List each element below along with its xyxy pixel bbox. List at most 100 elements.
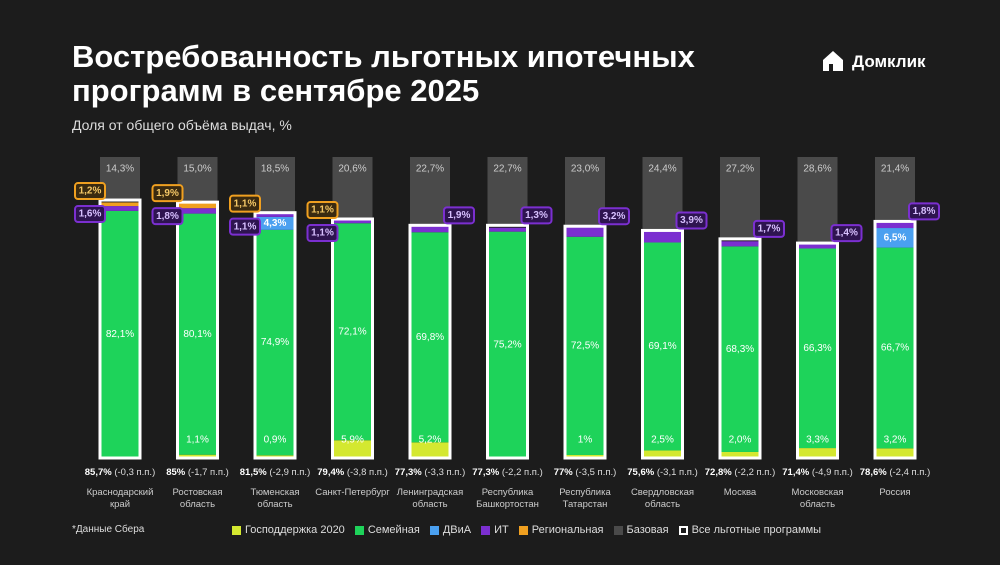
logo-icon <box>823 51 843 71</box>
total-outline <box>873 219 917 460</box>
total-label: 71,4% (-4,9 п.п.) <box>768 467 868 478</box>
bar-segment <box>177 213 218 455</box>
category-label: Свердловская область <box>630 487 695 510</box>
legend-item: Базовая <box>613 524 669 536</box>
bar-segment <box>720 241 760 247</box>
total-outline <box>253 211 297 460</box>
value-label: 75,2% <box>493 339 521 350</box>
total-change: (-2,2 п.п.) <box>501 467 543 478</box>
bar-segment <box>177 208 218 214</box>
category-label: Тюменская область <box>250 487 300 510</box>
total-change: (-3,5 п.п.) <box>575 467 617 478</box>
callout-box <box>229 217 261 236</box>
callout-box <box>675 211 708 230</box>
base-bar <box>255 157 295 213</box>
total-value: 72,8% <box>704 467 732 478</box>
total-outline <box>176 200 219 460</box>
base-bar <box>332 157 373 220</box>
bar-segment <box>332 223 373 441</box>
legend-label: Все льготные программы <box>691 524 822 536</box>
total-change: (-3,1 п.п.) <box>656 467 698 478</box>
bar-segment <box>487 231 528 458</box>
total-label: 78,6% (-2,4 п.п.) <box>845 467 945 478</box>
value-label: 68,3% <box>726 344 754 355</box>
callout-box <box>443 206 475 225</box>
category-label: Россия <box>879 487 911 498</box>
bar-segment <box>565 227 605 237</box>
bar-segment <box>410 442 450 458</box>
legend: Господдержка 2020 Семейная ДВиА ИТ Региональ… <box>232 524 821 536</box>
category-label: Ленинградская область <box>396 487 464 510</box>
value-label: 5,9% <box>341 435 364 446</box>
value-label: 4,3% <box>264 218 287 229</box>
bar-segment <box>255 216 295 230</box>
base-label: 22,7% <box>493 164 521 175</box>
bar-segment <box>642 242 683 451</box>
logo: Домклик <box>852 52 926 71</box>
value-label: 66,3% <box>803 343 831 354</box>
callout-box <box>306 224 339 243</box>
legend-item: ИТ <box>481 524 509 536</box>
base-label: 15,0% <box>183 164 211 175</box>
total-value: 78,6% <box>859 467 887 478</box>
bar-segment <box>565 454 605 458</box>
category-label: Москва <box>723 487 757 498</box>
total-value: 71,4% <box>782 467 810 478</box>
value-label: 1% <box>578 435 593 446</box>
bar-segment <box>177 454 218 458</box>
total-change: (-3,3 п.п.) <box>424 467 466 478</box>
bar-segment <box>875 222 915 229</box>
value-label: 69,8% <box>416 332 444 343</box>
bar-segment <box>797 244 838 249</box>
total-outline <box>408 223 452 460</box>
legend-label: Семейная <box>367 524 420 536</box>
bar-segment <box>720 451 760 458</box>
total-change: (-2,4 п.п.) <box>889 467 931 478</box>
total-value: 85% <box>166 467 186 478</box>
total-value: 85,7% <box>84 467 112 478</box>
bar-segment <box>100 210 140 458</box>
total-value: 77% <box>553 467 573 478</box>
value-label: 74,9% <box>261 337 289 348</box>
total-value: 77,3% <box>472 467 500 478</box>
bar-segment <box>487 227 528 232</box>
total-outline <box>718 237 762 460</box>
base-label: 20,6% <box>338 164 366 175</box>
value-label: 1,1% <box>186 435 209 446</box>
total-label: 81,5% (-2,9 п.п.) <box>225 467 325 478</box>
total-label: 75,6% (-3,1 п.п.) <box>613 467 713 478</box>
legend-swatch <box>613 525 623 535</box>
value-label: 6,5% <box>884 232 907 243</box>
callout-box <box>830 224 863 243</box>
bar-segment <box>875 247 915 449</box>
base-label: 18,5% <box>261 164 289 175</box>
callout-box <box>74 182 106 201</box>
value-label: 69,1% <box>648 341 676 352</box>
total-change: (-0,3 п.п.) <box>114 467 156 478</box>
total-outline <box>486 223 529 460</box>
legend-item: Господдержка 2020 <box>232 524 345 536</box>
total-label: 77,3% (-2,2 п.п.) <box>458 467 558 478</box>
total-outline <box>641 228 684 460</box>
callout-label: 1,9% <box>448 210 471 221</box>
bar-segment <box>100 202 140 207</box>
category-label: Московская область <box>791 487 844 510</box>
callout-label: 1,8% <box>913 206 936 217</box>
total-outline <box>331 217 374 460</box>
legend-item: Региональная <box>518 524 604 536</box>
callout-label: 1,2% <box>79 186 102 197</box>
total-label: 77% (-3,5 п.п.) <box>535 467 635 478</box>
bar-segment <box>565 236 605 455</box>
total-value: 81,5% <box>239 467 267 478</box>
legend-swatch <box>518 525 528 535</box>
bar-segment <box>177 202 218 209</box>
bar-segment <box>797 448 838 458</box>
value-label: 2,0% <box>729 435 752 446</box>
bar-segment <box>410 226 450 233</box>
legend-item: Все льготные программы <box>678 524 822 536</box>
category-label: Республика Татарстан <box>559 487 611 510</box>
legend-label: Региональная <box>531 524 604 536</box>
base-label: 22,7% <box>416 164 444 175</box>
subtitle: Доля от общего объёма выдач, % <box>72 117 292 133</box>
